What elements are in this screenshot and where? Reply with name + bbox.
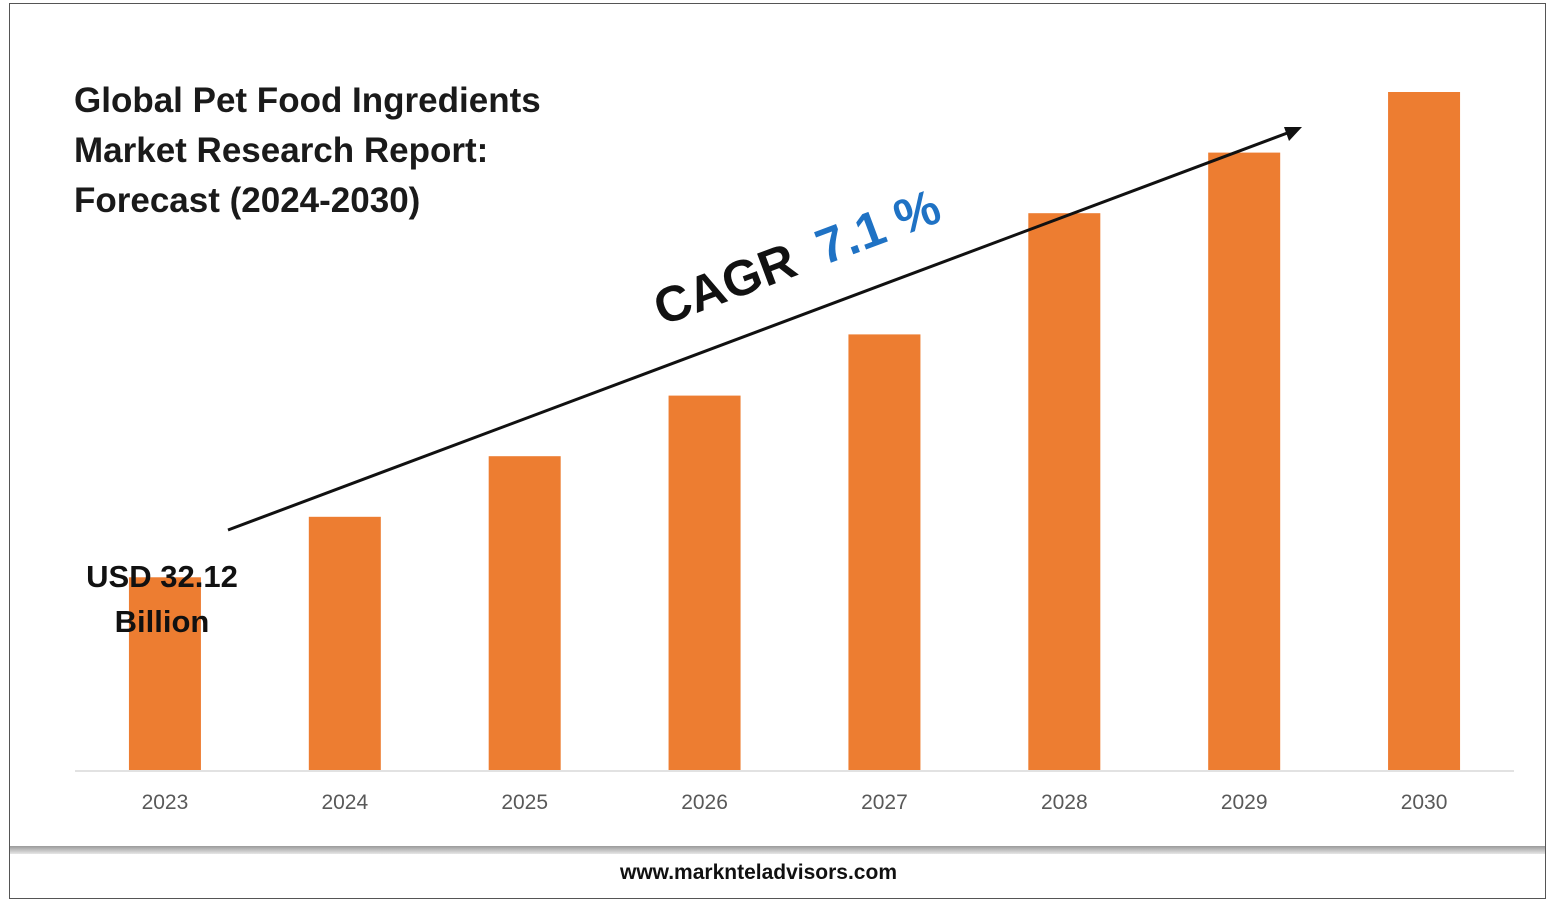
x-tick-label-2030: 2030 [1401, 791, 1448, 814]
bar-2029 [1208, 152, 1281, 771]
bar-2030 [1388, 92, 1461, 770]
start-value-line-2: Billion [115, 604, 210, 639]
x-tick-label-2025: 2025 [501, 791, 548, 814]
bar-2027 [848, 334, 921, 770]
cagr-label: CAGR [646, 232, 804, 336]
bar-2028 [1028, 213, 1101, 770]
bar-2026 [668, 395, 741, 770]
x-tick-label-2028: 2028 [1041, 791, 1088, 814]
bar-2025 [488, 456, 561, 770]
bar-2024 [308, 516, 381, 770]
tick-labels-layer: 2023 2024 2025 2026 2027 2028 2029 2030 [142, 791, 1448, 814]
bar-2023 [128, 577, 201, 770]
x-tick-label-2027: 2027 [861, 791, 908, 814]
growth-arrow-head [1284, 127, 1302, 141]
title-line-2: Market Research Report: [74, 131, 489, 170]
bars-layer [128, 92, 1461, 771]
growth-arrow-line [227, 130, 1291, 532]
footer-url: www.marknteladvisors.com [620, 861, 897, 884]
cagr-text: CAGR 7.1 % [646, 178, 947, 336]
start-value-line-1: USD 32.12 [86, 559, 238, 594]
title-line-3: Forecast (2024-2030) [74, 181, 421, 220]
chart-frame [9, 3, 1546, 899]
x-tick-label-2023: 2023 [142, 791, 189, 814]
x-tick-label-2026: 2026 [681, 791, 728, 814]
x-tick-label-2024: 2024 [321, 791, 368, 814]
chart-title: Global Pet Food Ingredients Market Resea… [74, 76, 634, 226]
footer-band [10, 846, 1545, 854]
cagr-value: 7.1 % [808, 178, 947, 275]
title-line-1: Global Pet Food Ingredients [74, 81, 541, 120]
x-tick-label-2029: 2029 [1221, 791, 1268, 814]
